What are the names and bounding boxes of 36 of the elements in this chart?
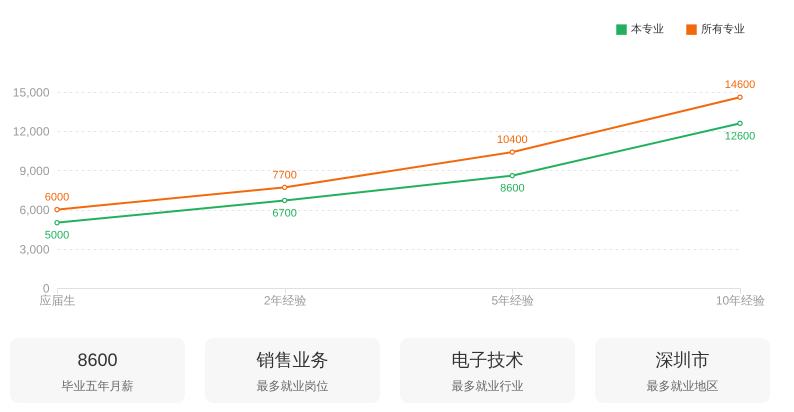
y-tick-label: 3,000 <box>19 242 50 256</box>
x-tick-label: 5年经验 <box>491 294 534 308</box>
data-label: 8600 <box>500 182 525 195</box>
y-tick-label: 12,000 <box>12 124 50 139</box>
y-tick-label: 0 <box>42 282 50 296</box>
text: 最多就业岗位 <box>256 378 330 394</box>
point <box>510 172 516 178</box>
legend-label: 所有专业 <box>701 22 745 36</box>
point <box>282 198 288 204</box>
x-tick-label: 10年经验 <box>716 294 766 308</box>
x-tick-label: 应届生 <box>40 294 76 308</box>
data-label: 6700 <box>272 207 297 220</box>
text: 最多就业行业 <box>450 378 524 394</box>
text: 电子技术 <box>450 349 524 371</box>
text: 深圳市 <box>654 349 710 371</box>
legend-label: 本专业 <box>631 22 664 36</box>
data-label: 14600 <box>724 79 756 92</box>
point <box>282 184 288 190</box>
data-label: 10400 <box>497 134 528 146</box>
text: 8600 <box>76 349 119 371</box>
text: 毕业五年月薪 <box>60 378 134 394</box>
data-label: 7700 <box>272 169 297 182</box>
point <box>510 149 516 155</box>
y-tick-label: 6,000 <box>19 203 50 218</box>
point <box>54 220 60 226</box>
text: 最多就业地区 <box>646 378 720 394</box>
point <box>737 120 743 126</box>
data-label: 6000 <box>44 192 70 204</box>
x-tick-label: 2年经验 <box>264 294 307 308</box>
y-tick-label: 9,000 <box>19 164 50 178</box>
point <box>54 206 60 212</box>
text: 销售业务 <box>256 349 330 371</box>
y-tick-label: 15,000 <box>12 86 50 100</box>
point <box>737 94 743 100</box>
data-label: 5000 <box>44 230 70 242</box>
data-label: 12600 <box>724 130 756 142</box>
